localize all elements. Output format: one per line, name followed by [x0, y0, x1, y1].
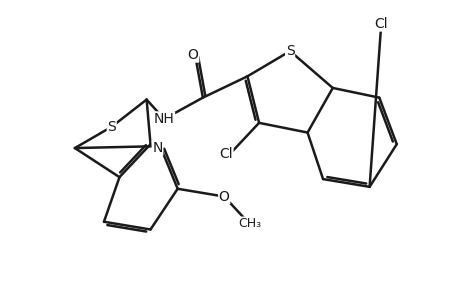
Text: Cl: Cl — [219, 147, 232, 161]
Text: NH: NH — [153, 112, 174, 126]
Text: S: S — [107, 120, 116, 134]
Text: O: O — [218, 190, 229, 203]
Text: Cl: Cl — [374, 17, 387, 31]
Text: CH₃: CH₃ — [237, 217, 260, 230]
Text: N: N — [152, 141, 162, 155]
Text: O: O — [187, 48, 198, 62]
Text: S: S — [285, 44, 294, 58]
